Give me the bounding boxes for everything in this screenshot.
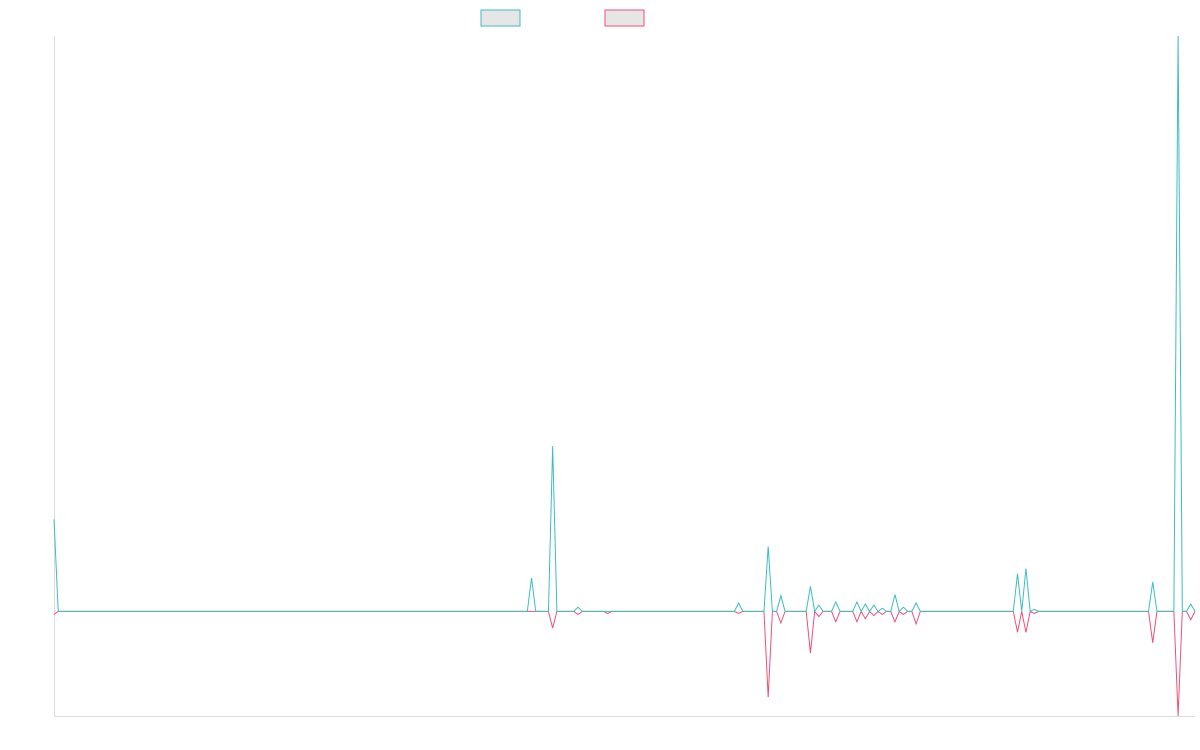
legend-swatch-series-b[interactable] bbox=[604, 9, 645, 27]
series-line-a[interactable] bbox=[53, 35, 1196, 613]
series-line-b[interactable] bbox=[53, 610, 1196, 717]
plot-area bbox=[53, 35, 1196, 717]
chart-legend bbox=[480, 9, 645, 27]
legend-swatch-series-a[interactable] bbox=[480, 9, 521, 27]
